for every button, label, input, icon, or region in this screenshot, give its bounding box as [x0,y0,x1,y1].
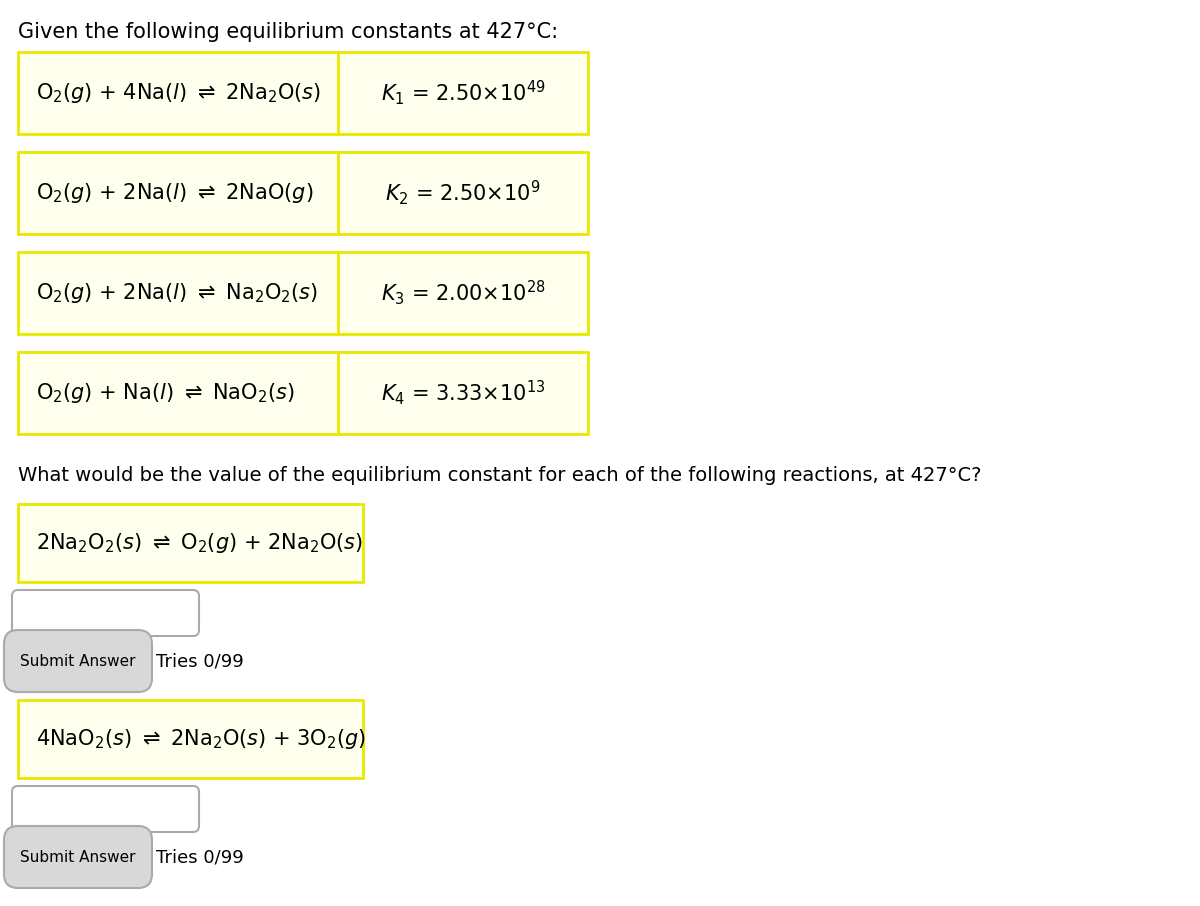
Text: O$_2$($g$) + Na($l$) $\rightleftharpoons$ NaO$_2$($s$): O$_2$($g$) + Na($l$) $\rightleftharpoons… [36,381,294,405]
Text: 2Na$_2$O$_2$($s$) $\rightleftharpoons$ O$_2$($g$) + 2Na$_2$O($s$): 2Na$_2$O$_2$($s$) $\rightleftharpoons$ O… [36,531,362,555]
Text: $K_2$ = 2.50×10$^{9}$: $K_2$ = 2.50×10$^{9}$ [385,178,541,207]
Text: Tries 0/99: Tries 0/99 [156,652,244,670]
FancyBboxPatch shape [4,630,152,692]
FancyBboxPatch shape [12,590,199,636]
FancyBboxPatch shape [12,786,199,832]
Text: O$_2$($g$) + 2Na($l$) $\rightleftharpoons$ 2NaO($g$): O$_2$($g$) + 2Na($l$) $\rightleftharpoon… [36,181,313,205]
Text: Tries 0/99: Tries 0/99 [156,848,244,866]
Text: $K_4$ = 3.33×10$^{13}$: $K_4$ = 3.33×10$^{13}$ [380,379,545,408]
Text: Given the following equilibrium constants at 427°C:: Given the following equilibrium constant… [18,22,558,42]
FancyBboxPatch shape [18,700,364,778]
Text: What would be the value of the equilibrium constant for each of the following re: What would be the value of the equilibri… [18,466,982,485]
FancyBboxPatch shape [18,252,588,334]
Text: Submit Answer: Submit Answer [20,850,136,864]
FancyBboxPatch shape [4,826,152,888]
FancyBboxPatch shape [18,352,588,434]
Text: $K_3$ = 2.00×10$^{28}$: $K_3$ = 2.00×10$^{28}$ [380,279,545,307]
Text: $K_1$ = 2.50×10$^{49}$: $K_1$ = 2.50×10$^{49}$ [380,79,545,108]
FancyBboxPatch shape [18,52,588,134]
FancyBboxPatch shape [18,504,364,582]
Text: O$_2$($g$) + 4Na($l$) $\rightleftharpoons$ 2Na$_2$O($s$): O$_2$($g$) + 4Na($l$) $\rightleftharpoon… [36,81,322,105]
FancyBboxPatch shape [18,152,588,234]
Text: 4NaO$_2$($s$) $\rightleftharpoons$ 2Na$_2$O($s$) + 3O$_2$($g$): 4NaO$_2$($s$) $\rightleftharpoons$ 2Na$_… [36,727,366,751]
Text: O$_2$($g$) + 2Na($l$) $\rightleftharpoons$ Na$_2$O$_2$($s$): O$_2$($g$) + 2Na($l$) $\rightleftharpoon… [36,281,318,305]
Text: Submit Answer: Submit Answer [20,653,136,669]
